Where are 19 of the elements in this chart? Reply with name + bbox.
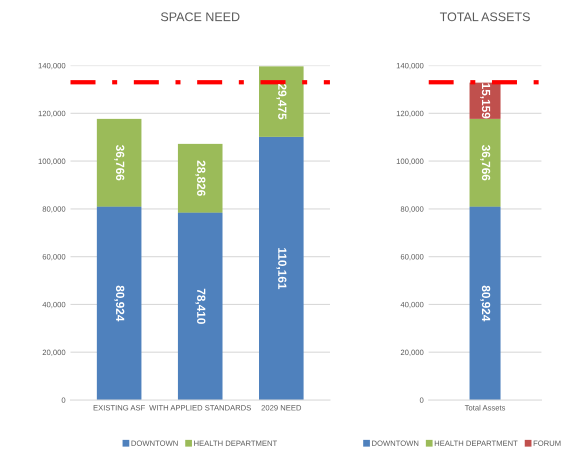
bar bbox=[259, 136, 304, 400]
data-label: 80,924 bbox=[480, 286, 490, 322]
data-label: 78,410 bbox=[195, 288, 206, 324]
bar bbox=[96, 118, 142, 207]
chart-title: SPACE NEED bbox=[160, 12, 240, 22]
bar bbox=[259, 66, 304, 137]
data-label: 29,475 bbox=[276, 84, 286, 120]
bar bbox=[178, 144, 223, 213]
bar bbox=[178, 212, 223, 400]
chart-title: TOTAL ASSETS bbox=[440, 12, 530, 22]
data-label: 110,161 bbox=[276, 248, 286, 290]
data-label: 28,826 bbox=[195, 160, 206, 196]
bar bbox=[470, 206, 501, 400]
bar bbox=[470, 118, 501, 207]
data-label: 36,766 bbox=[480, 144, 490, 180]
bar bbox=[96, 206, 142, 400]
data-label: 15,159 bbox=[480, 83, 490, 118]
data-label: 80,924 bbox=[114, 286, 124, 322]
data-label: 36,766 bbox=[114, 144, 124, 180]
